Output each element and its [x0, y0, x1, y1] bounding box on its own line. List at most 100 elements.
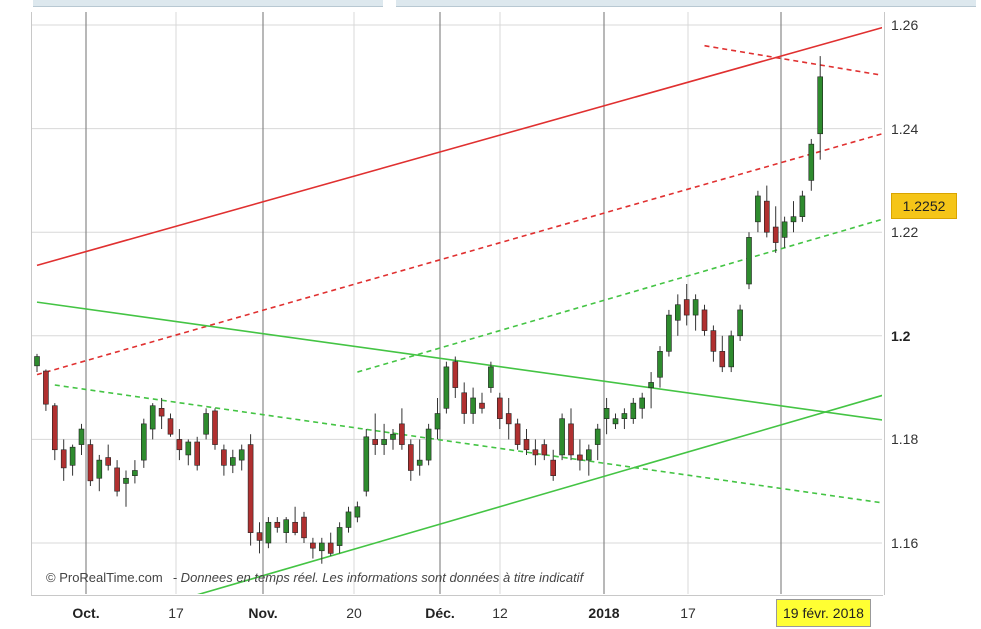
candle-down — [212, 410, 218, 445]
trendline-channel-mid[interactable] — [36, 131, 891, 376]
trendlines — [36, 25, 892, 600]
candle-up — [416, 459, 423, 466]
candle-up — [790, 216, 797, 223]
candle-up — [630, 402, 637, 419]
x-tick-label: Nov. — [248, 605, 278, 621]
trendline-downtrend[interactable] — [36, 301, 891, 421]
candle-up — [149, 405, 156, 430]
candle-up — [78, 428, 85, 445]
candle-down — [51, 405, 58, 451]
candle-up — [283, 519, 290, 533]
candle-up — [488, 366, 494, 388]
candle-up — [96, 459, 103, 479]
candle-up — [781, 221, 788, 238]
y-tick-label: 1.2 — [891, 327, 911, 344]
candle-down — [772, 226, 779, 243]
candle-down — [167, 418, 174, 435]
candle-up — [434, 413, 441, 430]
candle-up — [808, 143, 815, 181]
candle-down — [114, 467, 120, 492]
x-tick-label: 12 — [492, 605, 508, 621]
candle-up — [381, 439, 387, 445]
candle-down — [310, 542, 316, 549]
candle-down — [577, 454, 583, 461]
candle-up — [621, 413, 628, 419]
candle-down — [176, 439, 183, 451]
x-tick-label: Oct. — [72, 605, 100, 621]
candle-down — [719, 351, 726, 368]
candle-up — [141, 423, 147, 461]
realtime-notice: - Donnees en temps réel. Les information… — [172, 570, 584, 585]
candle-down — [461, 392, 468, 414]
candle-up — [612, 418, 619, 425]
candle-down — [87, 444, 94, 482]
candle-down — [479, 402, 485, 409]
candle-down — [550, 459, 557, 476]
candle-up — [746, 237, 752, 285]
toolbar-tab-left[interactable] — [33, 0, 383, 7]
trendline-downtrend-lower[interactable] — [54, 384, 892, 504]
x-tick-label: Déc. — [425, 605, 455, 621]
x-tick-label: 20 — [346, 605, 362, 621]
candle-down — [194, 441, 200, 466]
x-tick-label: 17 — [168, 605, 184, 621]
y-tick-label: 1.24 — [891, 120, 919, 137]
plot-area[interactable] — [31, 12, 885, 595]
candle-up — [425, 428, 432, 461]
candle-up — [363, 436, 370, 492]
watermark: © ProRealTime.com - Donnees en temps réel… — [46, 570, 583, 585]
candle-up — [657, 351, 663, 378]
cursor-date-badge: 19 févr. 2018 — [776, 599, 871, 627]
candle-down — [541, 444, 548, 456]
candle-up — [230, 457, 236, 466]
candle-down — [247, 444, 254, 533]
candle-up — [69, 446, 76, 466]
candle-up — [639, 397, 646, 409]
candle-up — [674, 304, 681, 321]
candle-up — [594, 428, 601, 445]
candle-down — [514, 423, 521, 445]
y-tick-label: 1.18 — [891, 431, 919, 448]
candle-down — [301, 516, 307, 539]
trendline-resistance[interactable] — [704, 44, 892, 77]
candle-down — [701, 309, 708, 331]
candle-up — [238, 449, 245, 461]
toolbar-tab-right[interactable] — [396, 0, 976, 7]
last-price-badge: 1.2252 — [891, 193, 957, 219]
candle-up — [728, 335, 735, 368]
candle-down — [763, 200, 770, 233]
trendline-channel-top[interactable] — [36, 25, 891, 267]
candle-up — [132, 470, 138, 476]
watermark-brand: © ProRealTime.com — [46, 570, 163, 585]
candle-up — [203, 413, 209, 435]
candle-up — [34, 356, 40, 367]
candle-down — [399, 423, 405, 445]
candle-down — [505, 413, 512, 425]
trendline-support-upper[interactable] — [357, 217, 891, 373]
candle-down — [256, 532, 263, 541]
x-tick-label: 17 — [680, 605, 696, 621]
candle-up — [755, 195, 761, 223]
x-axis — [31, 595, 883, 629]
candle-down — [292, 521, 298, 533]
candle-up — [345, 511, 352, 528]
candle-up — [123, 477, 129, 484]
candle-down — [221, 449, 227, 466]
candle-down — [523, 439, 530, 451]
trendline-uptrend[interactable] — [179, 393, 891, 600]
candle-down — [683, 299, 690, 316]
candle-up — [318, 542, 325, 552]
candle-up — [443, 366, 450, 409]
candle-up — [265, 521, 272, 544]
y-tick-label: 1.26 — [891, 17, 919, 33]
candle-up — [603, 408, 610, 419]
candle-down — [452, 361, 459, 388]
candle-down — [43, 370, 49, 405]
y-tick-label: 1.22 — [891, 224, 919, 241]
candle-down — [60, 449, 67, 469]
candle-up — [336, 527, 343, 546]
candle-up — [185, 441, 192, 456]
candle-down — [568, 423, 574, 456]
candle-down — [496, 397, 503, 419]
